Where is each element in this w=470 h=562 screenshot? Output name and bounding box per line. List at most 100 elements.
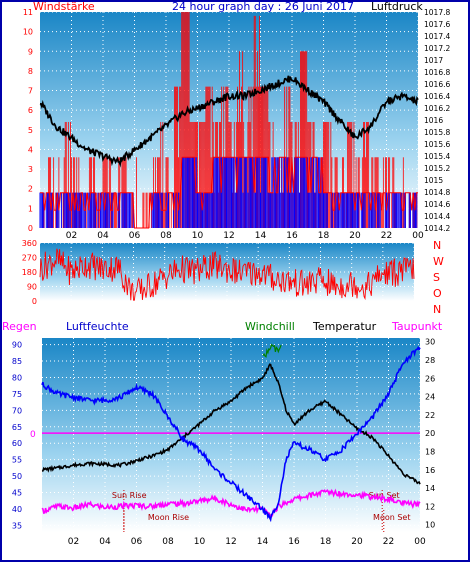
pressure-tick-label: 1016.6 bbox=[424, 80, 450, 89]
x-tick-label: 06 bbox=[131, 537, 143, 547]
humidity-line bbox=[41, 345, 421, 523]
pressure-tick-label: 1015.4 bbox=[424, 152, 450, 161]
x-tick-label: 14 bbox=[255, 231, 267, 241]
temperature-time-axis-ticks: 02 04 06 08 10 12 14 16 18 20 22 00 bbox=[68, 537, 426, 547]
direction-tick-label: 0 bbox=[32, 297, 37, 306]
direction-tick-label: 270 bbox=[22, 254, 37, 263]
x-tick-label: 08 bbox=[162, 537, 174, 547]
y-tick-label: 7 bbox=[28, 87, 33, 96]
y-tick-label: 9 bbox=[28, 47, 33, 56]
pressure-axis-title: Luftdruck bbox=[371, 0, 423, 13]
humidity-tick-label: 70 bbox=[12, 406, 22, 415]
temperature-tick-label: 26 bbox=[425, 374, 435, 383]
direction-tick-label: 180 bbox=[22, 268, 37, 277]
x-tick-label: 20 bbox=[351, 537, 363, 547]
compass-label: O bbox=[433, 287, 442, 300]
humidity-tick-label: 90 bbox=[12, 341, 22, 350]
temperature-tick-label: 16 bbox=[425, 466, 435, 475]
pressure-tick-label: 1014.8 bbox=[424, 188, 450, 197]
humidity-tick-label: 55 bbox=[12, 456, 22, 465]
y-tick-label: 3 bbox=[28, 165, 33, 174]
humidity-series bbox=[41, 345, 421, 523]
x-tick-label: 00 bbox=[412, 231, 424, 241]
direction-tick-label: 360 bbox=[22, 239, 37, 248]
legend-humidity: Luftfeuchte bbox=[66, 320, 129, 333]
event-label: Sun Rise bbox=[112, 491, 147, 500]
x-tick-label: 10 bbox=[192, 231, 204, 241]
humidity-tick-label: 60 bbox=[12, 439, 22, 448]
temperature-grid bbox=[42, 338, 421, 532]
y-tick-label: 11 bbox=[23, 8, 33, 17]
x-tick-label: 10 bbox=[194, 537, 206, 547]
y-tick-label: 6 bbox=[28, 106, 33, 115]
temperature-tick-label: 20 bbox=[425, 429, 435, 438]
temperature-series bbox=[41, 363, 421, 485]
pressure-tick-label: 1017.6 bbox=[424, 20, 450, 29]
rain-zero-label: 0 bbox=[30, 430, 36, 440]
pressure-tick-label: 1017.4 bbox=[424, 32, 450, 41]
x-tick-label: 22 bbox=[381, 231, 392, 241]
x-tick-label: 02 bbox=[66, 231, 77, 241]
temperature-line bbox=[41, 363, 421, 485]
dewpoint-line bbox=[41, 488, 421, 518]
pressure-tick-label: 1015.8 bbox=[424, 128, 450, 137]
y-tick-label: 1 bbox=[28, 204, 33, 213]
x-tick-label: 04 bbox=[99, 537, 111, 547]
pressure-tick-label: 1014.4 bbox=[424, 212, 450, 221]
x-tick-label: 12 bbox=[223, 231, 234, 241]
event-label: Moon Rise bbox=[148, 513, 189, 522]
temperature-tick-label: 30 bbox=[425, 338, 435, 347]
wind-direction-series bbox=[39, 248, 415, 301]
direction-tick-label: 90 bbox=[27, 283, 37, 292]
x-tick-label: 18 bbox=[318, 231, 330, 241]
humidity-tick-label: 65 bbox=[12, 423, 22, 432]
x-tick-label: 06 bbox=[129, 231, 141, 241]
pressure-tick-label: 1017.2 bbox=[424, 44, 450, 53]
legend-windchill: Windchill bbox=[245, 320, 295, 333]
x-tick-label: 04 bbox=[97, 231, 109, 241]
temperature-tick-label: 12 bbox=[425, 502, 435, 511]
wind-axis-title: Windstärke bbox=[33, 0, 95, 13]
humidity-tick-label: 45 bbox=[12, 489, 22, 498]
temperature-tick-label: 22 bbox=[425, 411, 435, 420]
x-tick-label: 16 bbox=[286, 231, 298, 241]
temperature-tick-label: 14 bbox=[425, 484, 435, 493]
y-tick-label: 8 bbox=[28, 67, 33, 76]
pressure-tick-label: 1015 bbox=[424, 176, 443, 185]
y-tick-label: 10 bbox=[23, 28, 33, 37]
wind-direction-line bbox=[39, 248, 415, 301]
pressure-tick-label: 1017.8 bbox=[424, 8, 450, 17]
temperature-tick-label: 24 bbox=[425, 393, 435, 402]
pressure-tick-label: 1016.8 bbox=[424, 68, 450, 77]
compass-label: N bbox=[433, 239, 441, 252]
pressure-tick-label: 1016.2 bbox=[424, 104, 450, 113]
pressure-tick-label: 1016 bbox=[424, 116, 443, 125]
legend-dewpoint: Taupunkt bbox=[391, 320, 443, 333]
compass-label: N bbox=[433, 303, 441, 316]
humidity-tick-label: 50 bbox=[12, 472, 22, 481]
x-tick-label: 20 bbox=[349, 231, 361, 241]
x-tick-label: 00 bbox=[414, 537, 426, 547]
x-tick-label: 16 bbox=[288, 537, 300, 547]
wind-speed-outline bbox=[40, 156, 418, 229]
pressure-tick-label: 1015.6 bbox=[424, 140, 450, 149]
pressure-line bbox=[39, 75, 419, 168]
x-tick-label: 18 bbox=[320, 537, 332, 547]
temperature-axis-ticks: 10 12 14 16 18 20 22 24 26 28 30 bbox=[425, 338, 435, 530]
compass-label: W bbox=[433, 255, 444, 268]
event-label: Moon Set bbox=[373, 513, 410, 522]
wind-axis-ticks: 0 1 2 3 4 5 6 7 8 9 10 11 bbox=[23, 8, 33, 233]
temperature-tick-label: 28 bbox=[425, 356, 435, 365]
dewpoint-series bbox=[41, 488, 421, 518]
pressure-series bbox=[39, 75, 419, 168]
x-tick-label: 12 bbox=[225, 537, 236, 547]
y-tick-label: 2 bbox=[28, 185, 33, 194]
temperature-tick-label: 18 bbox=[425, 447, 435, 456]
pressure-tick-label: 1015.2 bbox=[424, 164, 450, 173]
windchill-line bbox=[262, 343, 282, 358]
direction-axis-ticks: 0 90 180 270 360 bbox=[22, 239, 37, 306]
pressure-tick-label: 1017 bbox=[424, 56, 443, 65]
compass-label: S bbox=[433, 271, 440, 284]
